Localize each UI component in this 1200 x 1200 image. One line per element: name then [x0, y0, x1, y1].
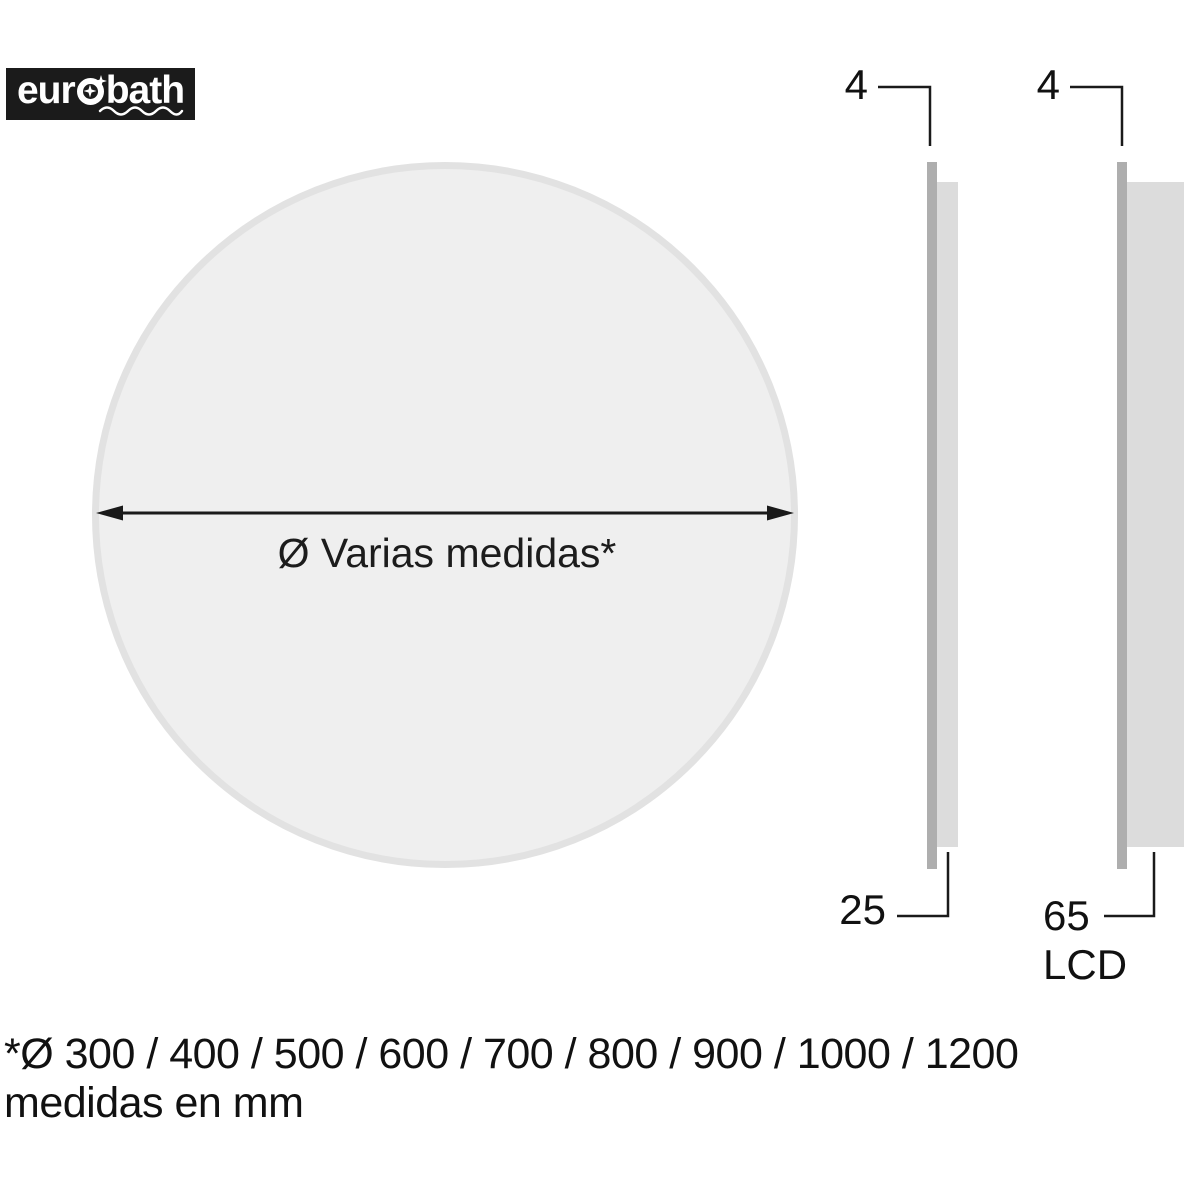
- eurobath-logo-text: eur bath: [16, 69, 185, 113]
- side-view-thin-glass: [927, 162, 937, 869]
- logo-text-bath: bath: [105, 69, 185, 112]
- footnote-sizes: *Ø 300 / 400 / 500 / 600 / 700 / 800 / 9…: [4, 1030, 1019, 1078]
- side-view-lcd-body: [1127, 182, 1184, 847]
- leader-depth-thin: [897, 852, 948, 916]
- depth-label-thin: 25: [839, 886, 886, 933]
- wave-icon: [98, 106, 184, 116]
- footnote: *Ø 300 / 400 / 500 / 600 / 700 / 800 / 9…: [4, 1030, 1164, 1128]
- sparkle-icon: [94, 74, 107, 87]
- leader-thickness-thin: [878, 87, 930, 146]
- thickness-label-thin: 4: [844, 61, 868, 108]
- depth-label-lcd: 65: [1043, 892, 1090, 939]
- variant-label-lcd: LCD: [1043, 941, 1128, 988]
- diameter-label: Ø Varias medidas*: [277, 530, 617, 576]
- mirror-front-view: [92, 162, 798, 868]
- four-point-star-icon: [83, 84, 97, 98]
- logo-o-ring-icon: [76, 74, 107, 105]
- eurobath-logo: eur bath: [6, 68, 195, 120]
- depth-label-lcd-group: 65 LCD: [1043, 891, 1183, 989]
- logo-text-eur: eur: [16, 69, 76, 112]
- footnote-units: medidas en mm: [4, 1079, 304, 1127]
- leader-thickness-lcd: [1070, 87, 1122, 146]
- side-view-thin-body: [937, 182, 958, 847]
- side-view-lcd-glass: [1117, 162, 1127, 869]
- thickness-label-lcd: 4: [1036, 61, 1060, 108]
